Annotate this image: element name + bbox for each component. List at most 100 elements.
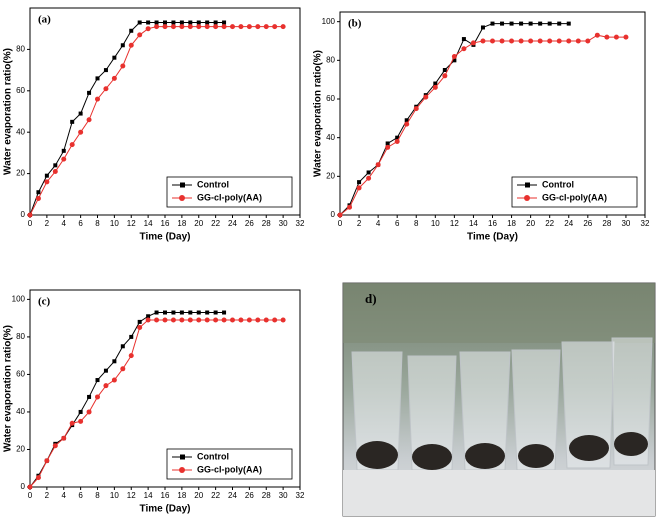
x-tick-label: 16: [161, 491, 170, 500]
data-point: [347, 204, 353, 210]
data-point: [556, 38, 562, 44]
y-tick-label: 80: [16, 45, 25, 54]
x-axis-title: Time (Day): [140, 232, 191, 243]
x-tick-label: 18: [177, 491, 186, 500]
data-point: [154, 24, 160, 30]
data-point: [213, 310, 218, 315]
data-point: [112, 55, 117, 60]
data-point: [442, 73, 448, 79]
legend-swatch-marker: [179, 467, 185, 473]
x-tick-label: 24: [228, 219, 237, 228]
x-tick-label: 20: [526, 219, 535, 228]
data-point: [547, 21, 552, 26]
y-tick-label: 60: [16, 86, 25, 95]
x-tick-label: 28: [262, 491, 271, 500]
x-tick-label: 20: [194, 219, 203, 228]
y-tick-label: 20: [16, 445, 25, 454]
y-tick-label: 40: [326, 133, 335, 142]
table-surface: [343, 470, 655, 516]
data-point: [137, 20, 142, 25]
data-point: [255, 24, 261, 30]
data-point: [528, 21, 533, 26]
data-point: [112, 359, 117, 364]
y-tick-label: 60: [326, 94, 335, 103]
panel-label: (a): [38, 14, 51, 26]
data-point: [179, 20, 184, 25]
data-point: [490, 21, 495, 26]
y-tick-label: 20: [16, 169, 25, 178]
data-point: [95, 96, 100, 102]
data-point: [221, 317, 227, 323]
x-tick-label: 12: [127, 219, 136, 228]
data-point: [129, 28, 134, 33]
data-point: [111, 377, 117, 383]
data-point: [170, 24, 176, 30]
data-point: [95, 394, 100, 400]
data-point: [196, 310, 201, 315]
x-tick-label: 22: [211, 491, 220, 500]
data-point: [337, 212, 343, 218]
data-point: [213, 317, 219, 323]
data-point: [179, 317, 185, 323]
data-point: [395, 135, 400, 140]
data-point: [78, 409, 83, 414]
y-tick-label: 80: [16, 332, 25, 341]
data-point: [537, 38, 543, 44]
data-point: [128, 42, 134, 48]
data-point: [461, 37, 466, 42]
data-point: [213, 24, 219, 30]
data-point: [61, 148, 66, 153]
x-tick-label: 30: [621, 219, 630, 228]
data-point: [196, 24, 202, 30]
data-point: [103, 68, 108, 73]
x-tick-label: 10: [431, 219, 440, 228]
data-point: [394, 139, 400, 145]
chart-panel: 0 2 4 6 8 10 12 14 16 18 20 22 24 26 28 30 3202040608010…: [313, 11, 650, 243]
x-tick-label: 20: [194, 491, 203, 500]
legend-swatch-marker: [179, 195, 185, 201]
data-point: [162, 317, 168, 323]
data-point: [499, 38, 505, 44]
y-tick-label: 100: [322, 17, 336, 26]
data-point: [61, 435, 67, 441]
legend: Control GG-cl-poly(AA): [166, 176, 293, 208]
x-tick-label: 26: [245, 491, 254, 500]
data-point: [86, 409, 92, 415]
data-point: [163, 310, 167, 315]
data-point: [87, 394, 92, 399]
data-point: [87, 90, 92, 95]
data-point: [103, 383, 109, 389]
x-tick-label: 6: [78, 491, 83, 500]
x-tick-label: 32: [296, 219, 305, 228]
data-point: [366, 170, 371, 175]
panel-label: (c): [38, 296, 51, 308]
legend: Control GG-cl-poly(AA): [511, 176, 638, 208]
data-point: [145, 26, 151, 32]
x-tick-label: 6: [78, 219, 83, 228]
data-point: [204, 317, 210, 323]
data-point: [613, 34, 619, 40]
y-tick-label: 100: [12, 294, 26, 303]
data-point: [263, 317, 269, 323]
x-tick-label: 28: [262, 219, 271, 228]
data-point: [385, 141, 390, 146]
legend-label: Control: [197, 451, 229, 461]
y-axis-title: Water evaporation ratio(%): [3, 325, 14, 452]
data-point: [170, 317, 176, 323]
x-tick-label: 32: [296, 491, 305, 500]
data-point: [623, 34, 629, 40]
data-point: [222, 310, 227, 315]
data-point: [375, 162, 381, 168]
data-point: [246, 24, 252, 30]
data-point: [404, 121, 410, 127]
data-point: [179, 24, 185, 30]
photo-panel: d): [342, 282, 656, 517]
data-point: [171, 20, 176, 25]
data-point: [470, 40, 476, 46]
x-tick-label: 26: [245, 219, 254, 228]
data-point: [78, 111, 83, 116]
x-tick-label: 4: [376, 219, 381, 228]
data-point: [433, 81, 438, 86]
data-point: [221, 24, 227, 30]
x-tick-label: 30: [279, 491, 288, 500]
